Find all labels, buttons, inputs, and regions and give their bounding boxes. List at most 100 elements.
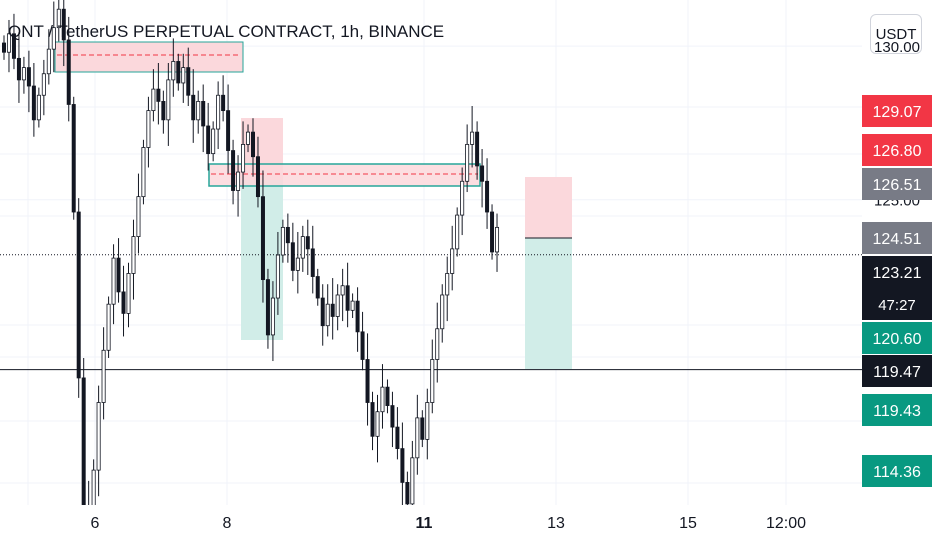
candle-body [370, 402, 375, 437]
supply-zone-box [54, 41, 244, 73]
price-label-text: 120.60 [873, 331, 922, 348]
candle-body [310, 248, 315, 277]
price-label-120-60: 120.60 [862, 322, 932, 354]
candle-body [475, 131, 480, 167]
time-axis [0, 505, 862, 550]
candle-body [106, 303, 111, 351]
candle-body [221, 94, 226, 112]
candle-body [460, 180, 465, 216]
price-label-box [862, 256, 932, 320]
price-label-text: 119.43 [873, 403, 921, 420]
x-tick-label: 15 [679, 515, 697, 532]
candle-body [166, 79, 171, 121]
candle-body [236, 171, 241, 191]
price-label-119-43: 119.43 [862, 394, 932, 426]
candle-body [96, 402, 101, 471]
candle-body [16, 57, 21, 81]
candle-body [255, 156, 260, 198]
candle-body [440, 294, 445, 330]
candle-body [490, 211, 495, 253]
candle-body [41, 73, 46, 96]
candle-body [201, 100, 206, 127]
candle-body [375, 411, 380, 437]
candle-body [11, 33, 16, 59]
x-tick-label: 12:00 [766, 515, 806, 532]
countdown-text: 47:27 [878, 297, 916, 314]
candle-body [455, 214, 460, 250]
candle-body [315, 276, 320, 299]
price-label-124-51: 124.51 [862, 222, 932, 254]
candle-body [345, 285, 350, 311]
candle-body [260, 196, 265, 281]
candle-body [6, 33, 11, 53]
candle-body [206, 125, 211, 155]
currency-button[interactable]: USDT [870, 14, 922, 54]
candle-body [485, 180, 490, 213]
position-stop-zone [525, 177, 572, 238]
price-label-126-51: 126.51 [862, 168, 932, 200]
candle-body [61, 8, 66, 41]
candle-body [51, 27, 56, 50]
candle-body [390, 405, 395, 428]
price-label-text: 129.07 [873, 104, 922, 121]
price-label-box [862, 134, 932, 166]
candle-body [395, 426, 400, 450]
candle-body [101, 349, 106, 403]
candle-body [116, 257, 121, 293]
candle-body [495, 226, 500, 253]
candle-body [280, 226, 285, 256]
candle-body [246, 131, 251, 145]
candle-body [36, 94, 41, 121]
candle-body [325, 303, 330, 327]
candle-body [46, 48, 51, 75]
price-label-119-47: 119.47 [862, 355, 932, 387]
price-label-114-36: 114.36 [862, 455, 932, 487]
x-tick-label: 13 [547, 515, 565, 532]
candle-body [181, 67, 186, 84]
candle-body [385, 386, 390, 406]
chart-title: QNT / TetherUS PERPETUAL CONTRACT, 1h, B… [8, 22, 445, 41]
candle-body [171, 61, 176, 81]
position-target-zone [525, 238, 572, 369]
candle-body [410, 457, 415, 505]
candle-body [365, 359, 370, 403]
candle-body [340, 285, 345, 296]
candle-body [211, 128, 216, 155]
candle-body [136, 196, 141, 237]
candle-body [355, 300, 360, 333]
candle-body [360, 331, 365, 360]
candle-body [196, 100, 201, 121]
candle-body [445, 273, 450, 296]
price-label-box [862, 394, 932, 426]
price-label-text: 119.47 [873, 364, 921, 381]
candle-body [241, 144, 246, 173]
price-label-129-07: 129.07 [862, 95, 932, 127]
candle-body [141, 147, 146, 198]
candle-body [295, 257, 300, 271]
price-label-box [862, 168, 932, 200]
candle-body [415, 417, 420, 459]
candle-body [161, 100, 166, 121]
x-tick-label: 8 [223, 515, 232, 532]
candle-body [126, 273, 131, 314]
price-label-123-21: 123.21 47:27 [862, 256, 932, 320]
candle-body [400, 448, 405, 483]
candle-body [285, 226, 290, 244]
candle-body [265, 279, 270, 336]
candle-body [470, 131, 475, 145]
candle-body [430, 359, 435, 403]
price-label-text: 126.51 [873, 177, 922, 194]
candle-body [290, 242, 295, 271]
candle-body [191, 94, 196, 121]
candle-body [450, 248, 455, 274]
price-label-text: 126.80 [873, 143, 922, 160]
price-label-box [862, 222, 932, 254]
candle-body [71, 104, 76, 213]
candle-body [176, 61, 181, 84]
candle-body [76, 211, 81, 379]
candle-body [435, 328, 440, 360]
x-tick-label: 11 [416, 515, 433, 532]
candle-body [146, 110, 151, 148]
